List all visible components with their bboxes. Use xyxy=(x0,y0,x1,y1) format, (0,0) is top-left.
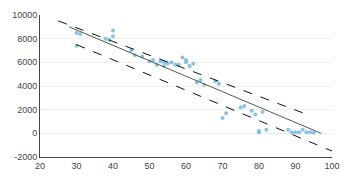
svg-text:6000: 6000 xyxy=(17,57,37,67)
svg-text:90: 90 xyxy=(290,161,300,171)
svg-text:100: 100 xyxy=(324,161,339,171)
svg-text:60: 60 xyxy=(181,161,191,171)
svg-text:2000: 2000 xyxy=(17,105,37,115)
svg-text:30: 30 xyxy=(71,161,81,171)
svg-text:20: 20 xyxy=(35,161,45,171)
svg-text:70: 70 xyxy=(217,161,227,171)
svg-text:10000: 10000 xyxy=(12,10,37,20)
svg-text:80: 80 xyxy=(254,161,264,171)
svg-text:4000: 4000 xyxy=(17,81,37,91)
svg-text:-2000: -2000 xyxy=(14,152,37,162)
svg-text:50: 50 xyxy=(144,161,154,171)
svg-text:8000: 8000 xyxy=(17,34,37,44)
svg-text:0: 0 xyxy=(32,128,37,138)
svg-text:40: 40 xyxy=(108,161,118,171)
